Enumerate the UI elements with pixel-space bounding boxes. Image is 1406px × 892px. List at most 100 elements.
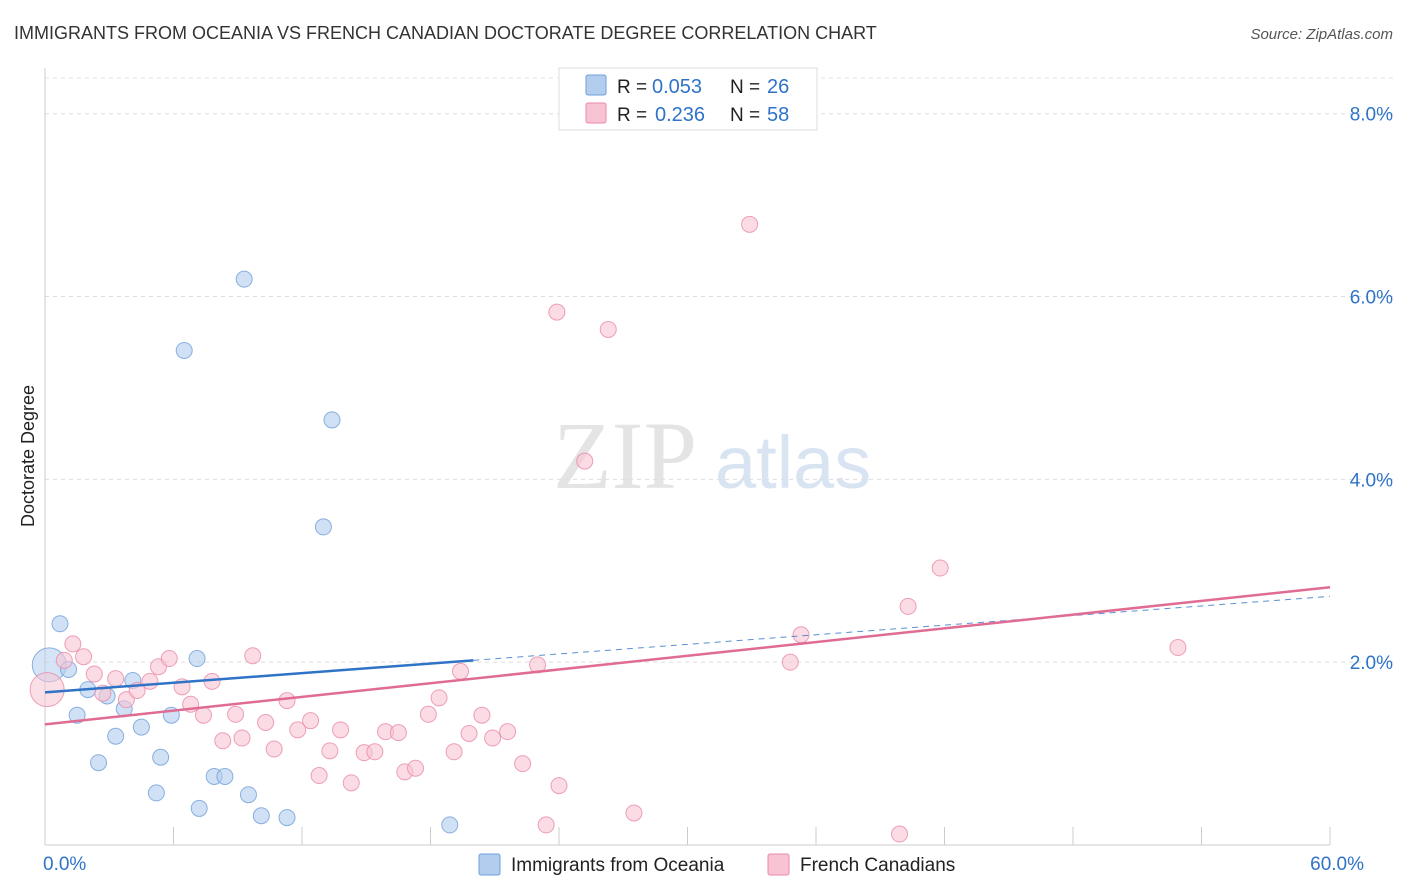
point-french-canadians-54 [891, 825, 909, 843]
point-french-canadians-55 [899, 597, 917, 615]
stats-swatch-french-canadians [585, 102, 607, 124]
point-french-canadians-50 [625, 804, 643, 822]
point-french-canadians-48 [576, 452, 594, 470]
point-oceania-24 [314, 518, 332, 536]
chart-title: IMMIGRANTS FROM OCEANIA VS FRENCH CANADI… [14, 23, 877, 43]
point-french-canadians-30 [366, 743, 384, 761]
legend-label-french-canadians: French Canadians [800, 855, 955, 876]
point-french-canadians-43 [514, 755, 532, 773]
point-french-canadians-47 [548, 303, 566, 321]
chart-source: Source: ZipAtlas.com [1250, 26, 1393, 43]
point-french-canadians-57 [1169, 639, 1187, 657]
point-oceania-19 [252, 807, 270, 825]
point-french-canadians-24 [302, 712, 320, 730]
point-french-canadians-41 [484, 729, 502, 747]
point-oceania-21 [175, 341, 193, 359]
point-french-canadians-53 [781, 653, 799, 671]
legend-swatch-french-canadians [767, 853, 790, 876]
point-french-canadians-51 [741, 215, 759, 233]
point-french-canadians-21 [265, 740, 283, 758]
point-french-canadians-2 [64, 635, 82, 653]
point-french-canadians-11 [160, 650, 178, 668]
point-french-canadians-16 [214, 732, 232, 750]
point-oceania-18 [239, 786, 257, 804]
legend: Immigrants from Oceania French Canadians [478, 853, 955, 876]
y-tick-label-6: 6.0% [1350, 288, 1393, 309]
point-french-canadians-28 [342, 774, 360, 792]
point-french-canadians-6 [107, 670, 125, 688]
point-french-canadians-27 [332, 721, 350, 739]
y-tick-label-2: 2.0% [1350, 653, 1393, 674]
point-oceania-22 [235, 270, 253, 288]
point-french-canadians-36 [430, 689, 448, 707]
stats-n-label-french-canadians: N = [730, 105, 760, 126]
trend-lines [44, 585, 1331, 726]
point-oceania-6 [107, 727, 125, 745]
tick-labels: 2.0% 4.0% 6.0% 8.0% 0.0% 60.0% [43, 105, 1393, 875]
point-french-canadians-3 [75, 648, 93, 666]
point-french-canadians-17 [227, 705, 245, 723]
y-tick-label-4: 4.0% [1350, 470, 1393, 491]
watermark-zip: ZIP [553, 402, 697, 509]
point-french-canadians-42 [499, 723, 517, 741]
point-french-canadians-18 [233, 729, 251, 747]
stats-box: R = 0.053 N = 26 R = 0.236 N = 58 [558, 67, 818, 131]
data-points [29, 215, 1187, 843]
point-french-canadians-49 [599, 320, 617, 338]
point-oceania-25 [441, 816, 459, 834]
stats-r-label-oceania: R = [617, 77, 647, 98]
point-french-canadians-39 [460, 724, 478, 742]
stats-n-value-french-canadians: 58 [767, 104, 789, 126]
trend-line-oceania [44, 659, 474, 694]
point-french-canadians-40 [473, 706, 491, 724]
stats-r-label-french-canadians: R = [617, 105, 647, 126]
point-french-canadians-38 [451, 662, 469, 680]
point-french-canadians-56 [931, 559, 949, 577]
x-tick-label-60: 60.0% [1310, 854, 1364, 875]
trend-line-french-canadians [44, 585, 1331, 726]
point-oceania-1 [51, 615, 69, 633]
stats-n-label-oceania: N = [730, 77, 760, 98]
point-french-canadians-14 [194, 706, 212, 724]
point-oceania-4 [68, 706, 86, 724]
point-french-canadians-0 [29, 672, 65, 708]
point-oceania-23 [323, 411, 341, 429]
trend-line-oceania-extension [473, 595, 1331, 661]
x-tick-label-0: 0.0% [43, 854, 86, 875]
point-french-canadians-26 [321, 742, 339, 760]
point-french-canadians-32 [389, 724, 407, 742]
axes [44, 68, 1330, 846]
legend-label-oceania: Immigrants from Oceania [511, 855, 725, 876]
point-french-canadians-34 [407, 759, 425, 777]
point-oceania-17 [190, 799, 208, 817]
point-oceania-12 [147, 784, 165, 802]
point-oceania-11 [152, 748, 170, 766]
point-french-canadians-9 [141, 672, 159, 690]
stats-r-value-french-canadians: 0.236 [655, 104, 705, 126]
point-oceania-9 [132, 718, 150, 736]
y-axis-title: Doctorate Degree [18, 385, 38, 527]
point-french-canadians-46 [550, 777, 568, 795]
point-french-canadians-19 [244, 647, 262, 665]
point-french-canadians-1 [55, 651, 73, 669]
point-french-canadians-52 [792, 626, 810, 644]
legend-swatch-oceania [478, 853, 501, 876]
watermark: ZIP atlas [553, 402, 871, 509]
y-tick-label-8: 8.0% [1350, 105, 1393, 126]
point-french-canadians-20 [257, 714, 275, 732]
point-oceania-10 [90, 754, 108, 772]
watermark-atlas: atlas [715, 421, 871, 504]
point-oceania-20 [278, 809, 296, 827]
point-french-canadians-4 [85, 665, 103, 683]
stats-r-value-oceania: 0.053 [652, 76, 702, 98]
point-french-canadians-25 [310, 767, 328, 785]
point-oceania-16 [216, 767, 234, 785]
point-french-canadians-23 [289, 721, 307, 739]
stats-swatch-oceania [585, 74, 607, 96]
point-french-canadians-22 [278, 692, 296, 710]
point-french-canadians-35 [419, 705, 437, 723]
point-oceania-14 [188, 650, 206, 668]
point-french-canadians-37 [445, 743, 463, 761]
